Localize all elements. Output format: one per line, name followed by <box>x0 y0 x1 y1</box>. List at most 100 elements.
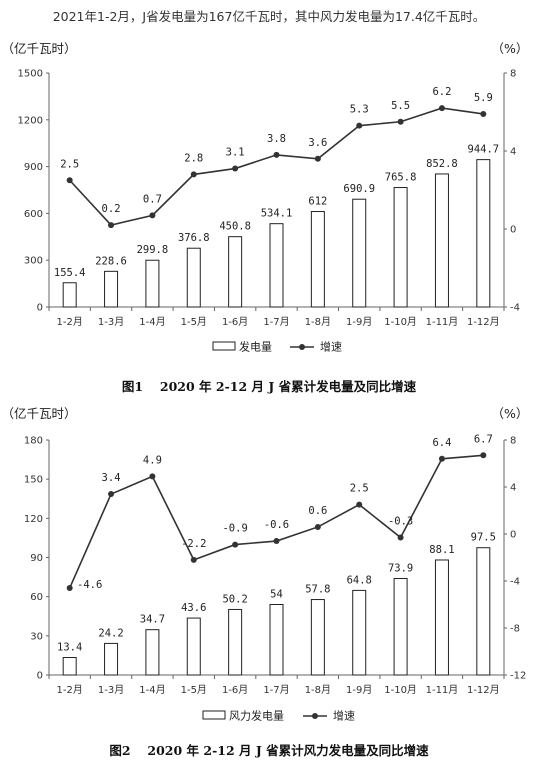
chart1-x-tick-label: 1-6月 <box>222 316 248 328</box>
chart1-growth-value-label: 3.8 <box>267 133 286 145</box>
chart2-bar <box>145 629 160 676</box>
chart1-bar-value-label: 299.8 <box>137 244 169 256</box>
chart2-growth-value-label: -0.6 <box>264 519 289 531</box>
chart1-bar-value-label: 690.9 <box>343 183 375 195</box>
chart1-legend-bar-swatch <box>212 341 236 351</box>
chart2-bar-value-label: 43.6 <box>181 602 206 614</box>
chart2-x-tick-label: 1-7月 <box>263 684 289 696</box>
chart2-bar <box>476 547 491 676</box>
chart1-bar <box>228 236 243 308</box>
chart2-growth-point <box>273 538 280 545</box>
chart2-right-tick-label: -12 <box>510 671 526 682</box>
chart2-bar <box>104 642 119 676</box>
chart1-bar-value-label: 612 <box>308 196 327 208</box>
chart1-growth-value-label: 5.5 <box>391 100 410 112</box>
chart1-growth-value-label: 5.9 <box>474 92 493 104</box>
chart1-bar-value-label: 450.8 <box>219 221 251 233</box>
chart1-left-tick-label: 0 <box>37 303 43 314</box>
chart2-bar <box>310 599 325 676</box>
chart1-x-tick-label: 1-12月 <box>467 316 500 328</box>
chart-1-caption: 图1 2020 年 2-12 月 J 省累计发电量及同比增速 <box>121 379 417 394</box>
chart1-growth-value-label: 5.3 <box>350 104 369 116</box>
chart1-x-tick-label: 1-2月 <box>57 316 83 328</box>
chart1-legend-line-label: 增速 <box>320 340 342 354</box>
chart2-x-tick-label: 1-2月 <box>57 684 83 696</box>
chart1-bar-value-label: 944.7 <box>468 144 500 156</box>
chart1-bar <box>269 223 284 308</box>
chart1-bar <box>145 259 160 308</box>
chart2-growth-value-label: 3.4 <box>102 472 121 484</box>
chart2-right-tick-label: -8 <box>510 624 520 635</box>
chart1-x-tick-label: 1-5月 <box>181 316 207 328</box>
chart2-bar-value-label: 57.8 <box>305 584 330 596</box>
chart1-x-tick-label: 1-11月 <box>426 316 459 328</box>
chart1-bar <box>434 173 449 308</box>
chart2-x-tick-label: 1-6月 <box>222 684 248 696</box>
chart-2: （亿千瓦时） （%） 0 30 60 90 120 150 180 -12 -8 -4 0 4 8 1-2月 1… <box>1 406 529 723</box>
chart2-growth-value-label: -4.6 <box>77 579 102 591</box>
chart2-growth-point <box>356 501 363 508</box>
chart2-legend-bar-label: 风力发电量 <box>229 709 284 723</box>
chart2-right-tick-label: 8 <box>510 436 516 447</box>
chart-2-caption: 图2 2020 年 2-12 月 J 省累计风力发电量及同比增速 <box>109 743 429 758</box>
chart2-growth-value-label: 6.7 <box>474 433 493 445</box>
intro-text: 2021年1-2月，J省发电量为167亿千瓦时，其中风力发电量为17.4亿千瓦时… <box>52 9 486 24</box>
chart2-bar-value-label: 54 <box>270 589 283 601</box>
chart2-x-tick-label: 1-12月 <box>467 684 500 696</box>
chart1-growth-point <box>438 105 445 112</box>
chart2-bar <box>393 578 408 676</box>
chart2-right-tick-label: 0 <box>510 530 516 541</box>
chart1-growth-point <box>149 212 156 219</box>
chart2-growth-point <box>480 452 487 459</box>
chart1-growth-value-label: 3.1 <box>226 147 245 159</box>
chart1-bar-value-label: 765.8 <box>385 172 417 184</box>
chart1-right-axis-unit: （%） <box>492 41 529 56</box>
chart2-left-tick-label: 150 <box>24 475 43 486</box>
chart2-growth-point <box>108 491 115 498</box>
chart1-growth-point <box>108 222 115 229</box>
chart2-growth-value-label: 0.6 <box>308 505 327 517</box>
chart2-x-tick-label: 1-8月 <box>305 684 331 696</box>
chart2-legend-line-marker <box>312 713 318 719</box>
chart2-x-tick-label: 1-11月 <box>426 684 459 696</box>
chart1-growth-value-label: 0.2 <box>102 203 121 215</box>
chart2-bar-value-label: 50.2 <box>222 593 247 605</box>
chart2-bar-value-label: 13.4 <box>57 642 82 654</box>
chart2-bar <box>62 657 77 676</box>
chart1-bar-value-label: 376.8 <box>178 232 210 244</box>
chart1-bar-value-label: 534.1 <box>261 208 293 220</box>
chart2-right-axis-unit: （%） <box>492 406 529 421</box>
chart1-bar-value-label: 852.8 <box>426 158 458 170</box>
chart2-legend-bar-swatch <box>202 710 226 720</box>
chart1-left-axis-unit: （亿千瓦时） <box>1 41 76 56</box>
chart1-growth-value-label: 3.6 <box>308 137 327 149</box>
chart2-left-axis-unit: （亿千瓦时） <box>1 406 76 421</box>
chart1-x-tick-label: 1-7月 <box>263 316 289 328</box>
chart1-x-tick-label: 1-8月 <box>305 316 331 328</box>
chart1-x-tick-label: 1-10月 <box>384 316 417 328</box>
chart2-bar <box>228 608 243 676</box>
chart1-growth-point <box>232 165 239 172</box>
chart1-bar-value-label: 228.6 <box>95 255 127 267</box>
chart2-right-tick-label: 4 <box>510 483 516 494</box>
chart2-left-tick-label: 0 <box>37 671 43 682</box>
chart1-growth-value-label: 0.7 <box>143 193 162 205</box>
chart2-x-tick-label: 1-4月 <box>139 684 165 696</box>
chart1-x-tick-label: 1-9月 <box>346 316 372 328</box>
chart1-bar <box>186 247 201 308</box>
chart2-bar <box>434 559 449 676</box>
chart2-legend-line-label: 增速 <box>333 709 355 723</box>
chart1-left-tick-label: 1200 <box>18 115 43 126</box>
chart2-growth-value-label: -0.9 <box>222 523 247 535</box>
chart2-x-tick-label: 1-10月 <box>384 684 417 696</box>
chart2-growth-value-label: 4.9 <box>143 454 162 466</box>
chart1-growth-point <box>273 151 280 158</box>
chart2-bar <box>269 604 284 676</box>
chart1-bar <box>476 159 491 308</box>
chart2-growth-value-label: 2.5 <box>350 483 369 495</box>
chart1-bar <box>104 270 119 308</box>
chart1-left-tick-label: 600 <box>24 209 43 220</box>
chart1-growth-point <box>66 177 73 184</box>
chart1-growth-value-label: 2.8 <box>184 152 203 164</box>
chart2-growth-point <box>314 523 321 530</box>
